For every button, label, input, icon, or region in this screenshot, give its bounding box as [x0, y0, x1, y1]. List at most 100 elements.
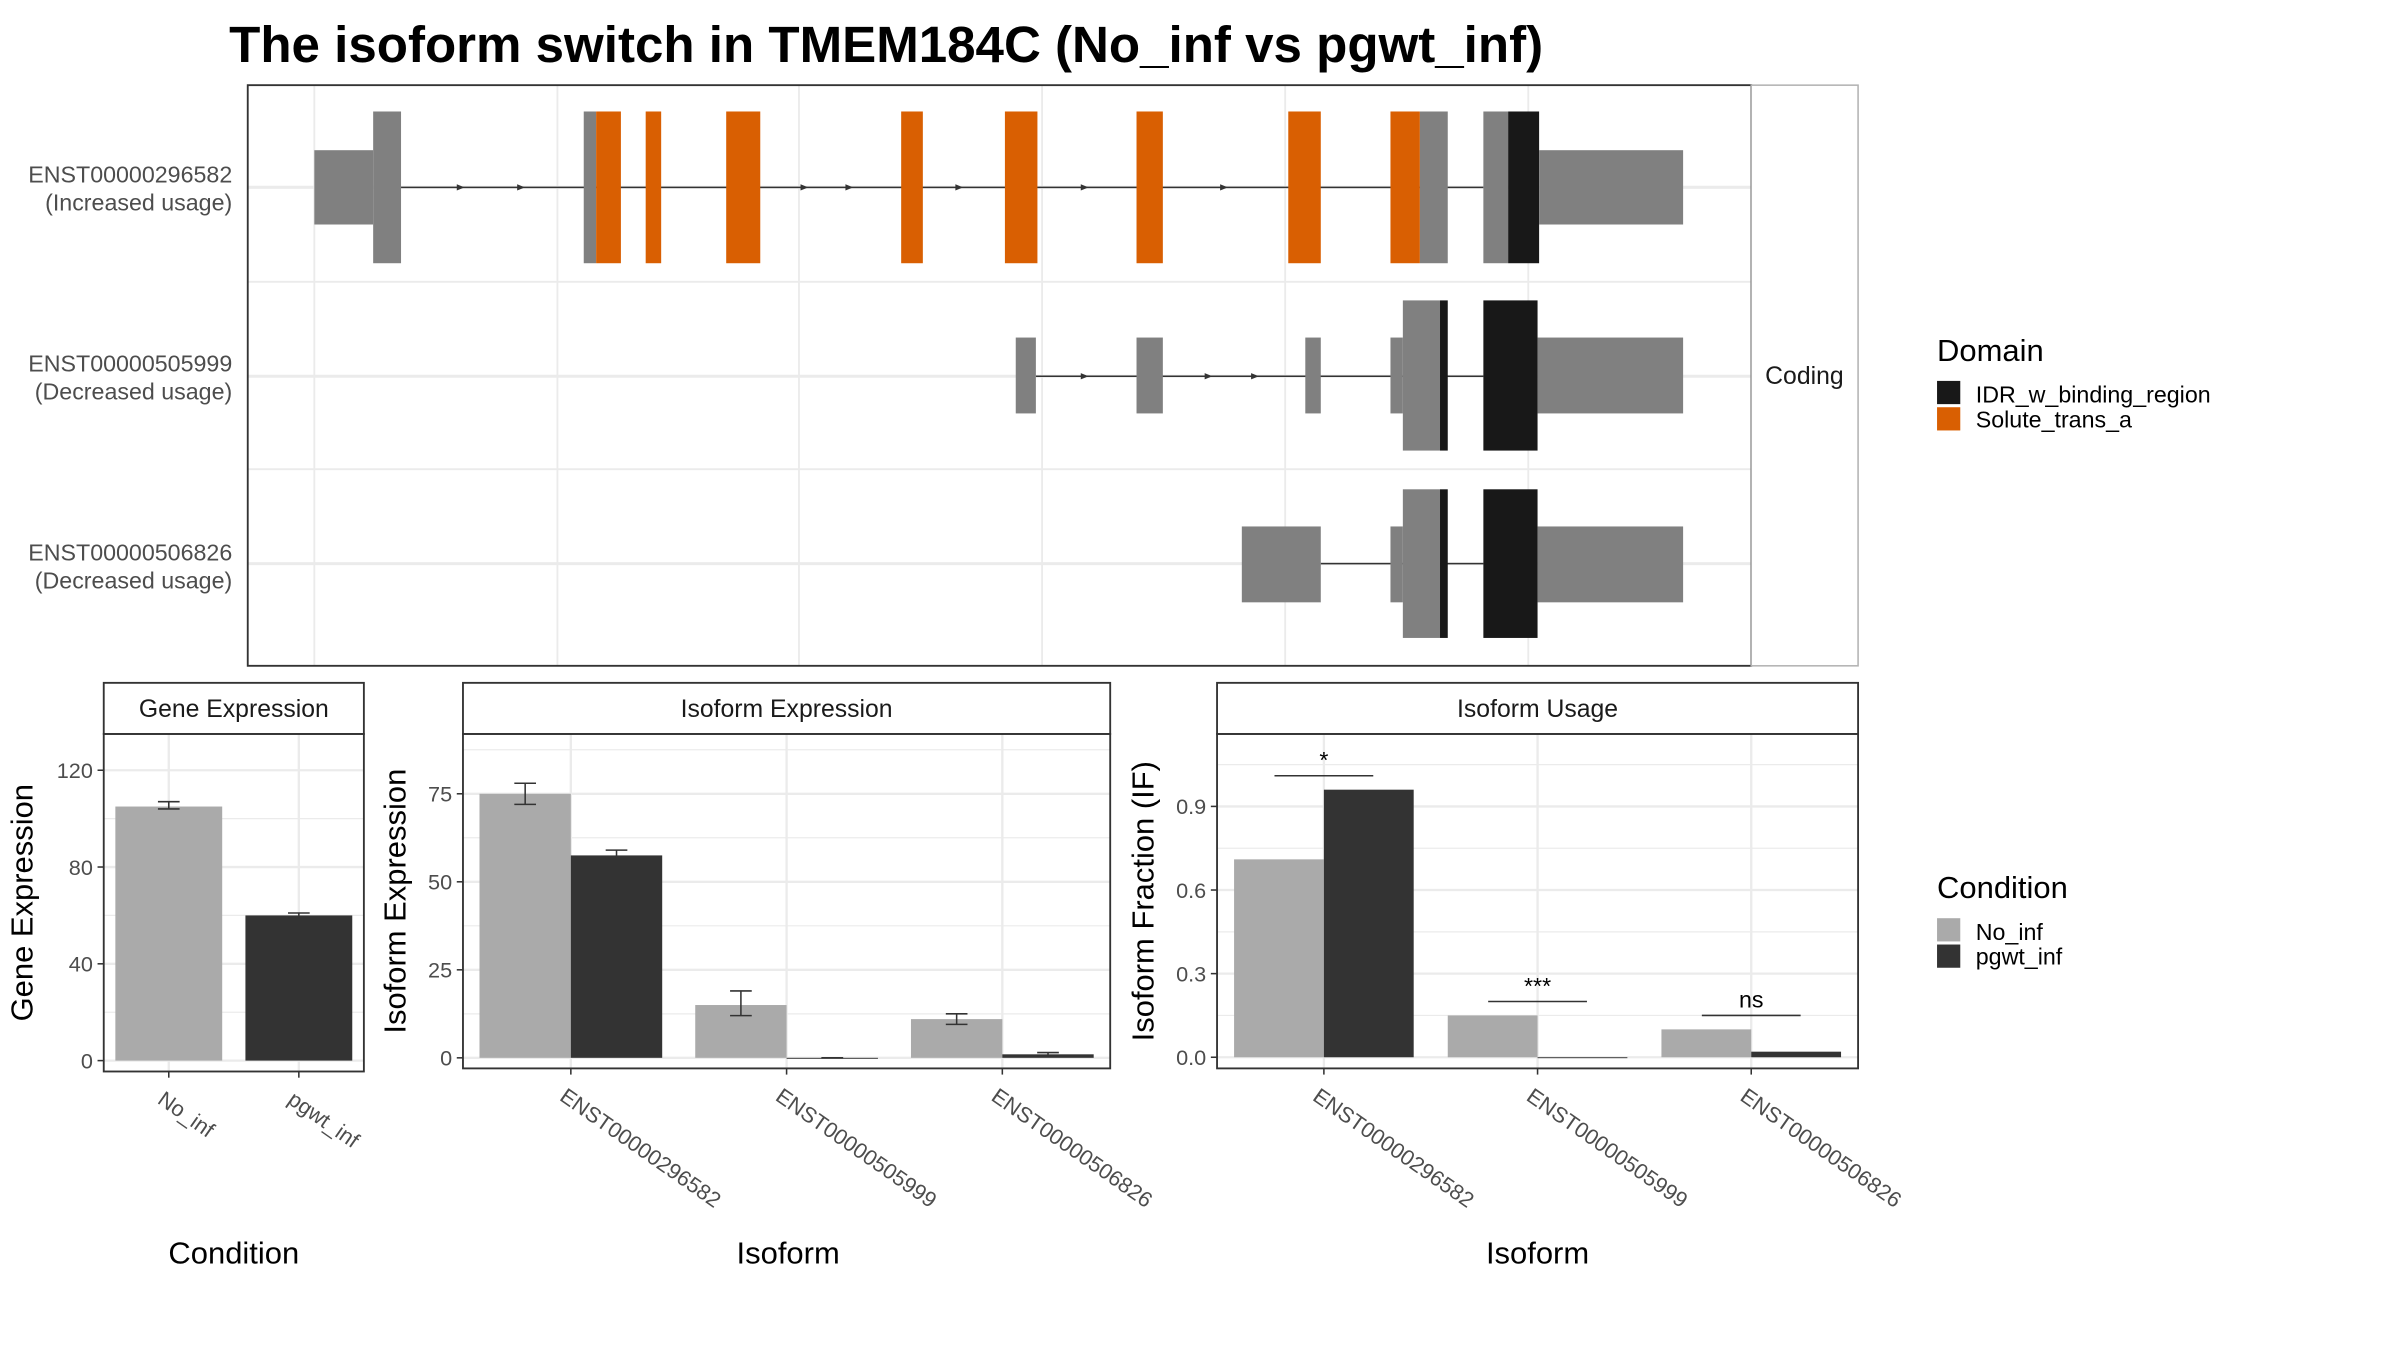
bar-pgwt-inf	[1537, 1057, 1628, 1059]
x-tick-label: ENST00000296582	[1309, 1083, 1479, 1213]
bar-no-inf	[1234, 859, 1324, 1058]
bar-no-inf	[1447, 1015, 1538, 1058]
y-tick-label: 25	[428, 958, 452, 983]
transcript-enst00000506826	[1241, 489, 1684, 638]
isoform-expression-chart: 0 25 50 75 ENST00000296582 ENST00000505999 ENS…	[378, 681, 1157, 1270]
utr-5	[314, 150, 374, 225]
y-tick-label: 0	[81, 1048, 93, 1073]
facet-strip	[1750, 84, 1859, 667]
solute-trans-a-domain	[1004, 111, 1038, 264]
chart-title: Gene Expression	[139, 696, 329, 723]
bar-pgwt-inf	[245, 915, 353, 1061]
exon	[1402, 300, 1441, 451]
legend-key-solute	[1937, 407, 1961, 431]
bar-no-inf	[479, 793, 571, 1058]
condition-legend-title: Condition	[1937, 870, 2068, 905]
solute-trans-a-domain	[596, 111, 621, 264]
x-tick-label: ENST00000506826	[987, 1083, 1157, 1213]
exon	[1136, 337, 1163, 414]
significance-label: *	[1319, 747, 1328, 773]
y-axis-title: Isoform Fraction (IF)	[1126, 761, 1161, 1041]
y-tick-label: 0.0	[1176, 1045, 1206, 1070]
y-tick-label: 40	[69, 952, 93, 977]
x-axis-title: Isoform	[1486, 1235, 1589, 1270]
transcript-enst00000296582	[314, 111, 1684, 264]
legend-label-pgwt-inf: pgwt_inf	[1976, 944, 2063, 970]
x-tick-label: ENST00000505999	[771, 1083, 941, 1213]
legend-label-solute: Solute_trans_a	[1976, 406, 2132, 432]
legend-label-idr: IDR_w_binding_region	[1976, 382, 2211, 408]
exon	[1390, 526, 1403, 603]
y-tick-label: 0.6	[1176, 878, 1206, 903]
facet-label-coding: Coding	[1765, 363, 1843, 390]
gene-expression-chart: 0 40 80 120 No_inf pgwt_inf Gene Expression Con…	[5, 681, 365, 1270]
idr-binding-region-domain	[1508, 111, 1540, 264]
exon	[1483, 111, 1509, 264]
y-axis-title: Isoform Expression	[378, 769, 413, 1034]
utr-3	[1539, 150, 1684, 225]
exon	[1419, 111, 1448, 264]
x-axis-title: Isoform	[737, 1235, 840, 1270]
significance-label: ***	[1524, 973, 1551, 999]
isoform-labels: ENST00000296582 (Increased usage) ENST00…	[28, 162, 232, 594]
isoform-label-usage: (Decreased usage)	[35, 378, 232, 404]
y-tick-label: 50	[428, 870, 452, 895]
exon	[373, 111, 402, 264]
transcript-panel: Coding ENST00000296582 (Increased usage)…	[28, 84, 1859, 667]
legend-label-no-inf: No_inf	[1976, 919, 2044, 945]
x-axis-title: Condition	[168, 1235, 299, 1270]
transcript-enst00000505999	[1015, 300, 1684, 451]
condition-legend: Condition No_inf pgwt_inf	[1937, 870, 2068, 970]
chart-title: Isoform Usage	[1457, 696, 1618, 723]
y-tick-label: 120	[57, 758, 93, 783]
utr-5	[1241, 526, 1321, 603]
x-tick-label: No_inf	[154, 1086, 220, 1143]
idr-binding-region-domain	[1440, 489, 1448, 638]
facet-strip	[102, 681, 365, 735]
exon	[1305, 337, 1321, 414]
legend-key-no-inf	[1937, 918, 1961, 942]
domain-legend-title: Domain	[1937, 333, 2044, 368]
facet-strip	[1216, 681, 1860, 735]
bar-no-inf	[115, 806, 223, 1061]
solute-trans-a-domain	[1136, 111, 1163, 264]
facet-strip	[462, 681, 1112, 735]
exon	[1402, 489, 1441, 638]
utr-3	[1537, 526, 1684, 603]
x-tick-label: ENST00000506826	[1736, 1083, 1906, 1213]
isoform-label-id: ENST00000506826	[28, 540, 232, 566]
legend-key-idr	[1937, 380, 1961, 405]
intron-direction-arrows	[1080, 373, 1259, 380]
intron-direction-arrows	[456, 184, 1228, 191]
solute-trans-a-domain	[645, 111, 662, 264]
y-axis-title: Gene Expression	[5, 784, 40, 1021]
exon	[1015, 337, 1036, 414]
isoform-label-usage: (Increased usage)	[45, 190, 232, 216]
y-tick-label: 0	[440, 1046, 452, 1071]
x-tick-label: ENST00000296582	[556, 1083, 726, 1213]
y-tick-label: 0.3	[1176, 961, 1206, 986]
x-tick-label: ENST00000505999	[1522, 1083, 1692, 1213]
x-tick-label: pgwt_inf	[284, 1086, 365, 1153]
chart-title: Isoform Expression	[681, 696, 893, 723]
exon	[1390, 337, 1403, 414]
significance-label: ns	[1739, 987, 1764, 1013]
utr-3	[1537, 337, 1684, 414]
idr-binding-region-domain	[1440, 300, 1448, 451]
y-tick-label: 80	[69, 855, 93, 880]
bar-no-inf	[910, 1019, 1003, 1058]
y-tick-label: 75	[428, 782, 452, 807]
solute-trans-a-domain	[1288, 111, 1321, 264]
bar-pgwt-inf	[1751, 1051, 1842, 1058]
solute-trans-a-domain	[726, 111, 761, 264]
bar-pgwt-inf	[1323, 789, 1414, 1058]
y-tick-label: 0.9	[1176, 794, 1206, 819]
exon	[583, 111, 597, 264]
isoform-label-id: ENST00000296582	[28, 162, 232, 188]
isoform-label-usage: (Decreased usage)	[35, 567, 232, 593]
domain-legend: Domain IDR_w_binding_region Solute_trans…	[1937, 333, 2211, 432]
solute-trans-a-domain	[901, 111, 923, 264]
